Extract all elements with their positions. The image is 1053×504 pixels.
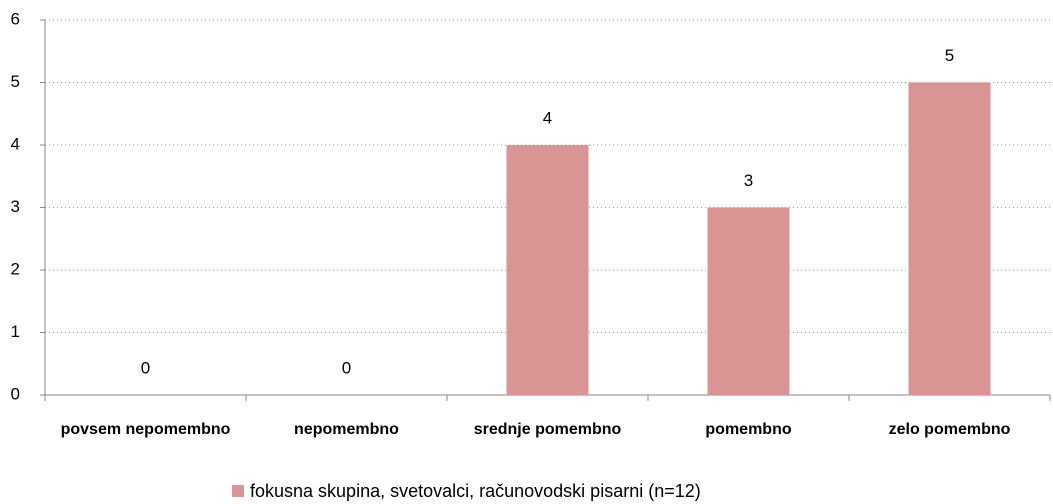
- y-tick-label: 1: [11, 322, 20, 341]
- bar: [707, 207, 790, 395]
- legend-label: fokusna skupina, svetovalci, računovodsk…: [250, 481, 701, 501]
- y-tick-label: 3: [11, 197, 20, 216]
- y-tick-label: 4: [11, 134, 20, 153]
- x-tick-label: nepomembno: [294, 421, 399, 438]
- x-tick-label: pomembno: [705, 421, 791, 438]
- y-tick-label: 6: [11, 9, 20, 28]
- bar: [506, 145, 589, 395]
- y-tick-label: 0: [11, 384, 20, 403]
- legend-swatch: [232, 485, 244, 497]
- y-tick-label: 5: [11, 72, 20, 91]
- data-label: 3: [744, 171, 753, 190]
- x-tick-label: povsem nepomembno: [61, 421, 231, 438]
- data-label: 0: [141, 358, 150, 377]
- data-label: 0: [342, 358, 351, 377]
- x-tick-label: zelo pomembno: [889, 421, 1011, 438]
- y-tick-label: 2: [11, 259, 20, 278]
- x-tick-label: srednje pomembno: [474, 421, 622, 438]
- data-label: 4: [543, 108, 552, 127]
- data-label: 5: [945, 46, 954, 65]
- bar: [908, 82, 991, 395]
